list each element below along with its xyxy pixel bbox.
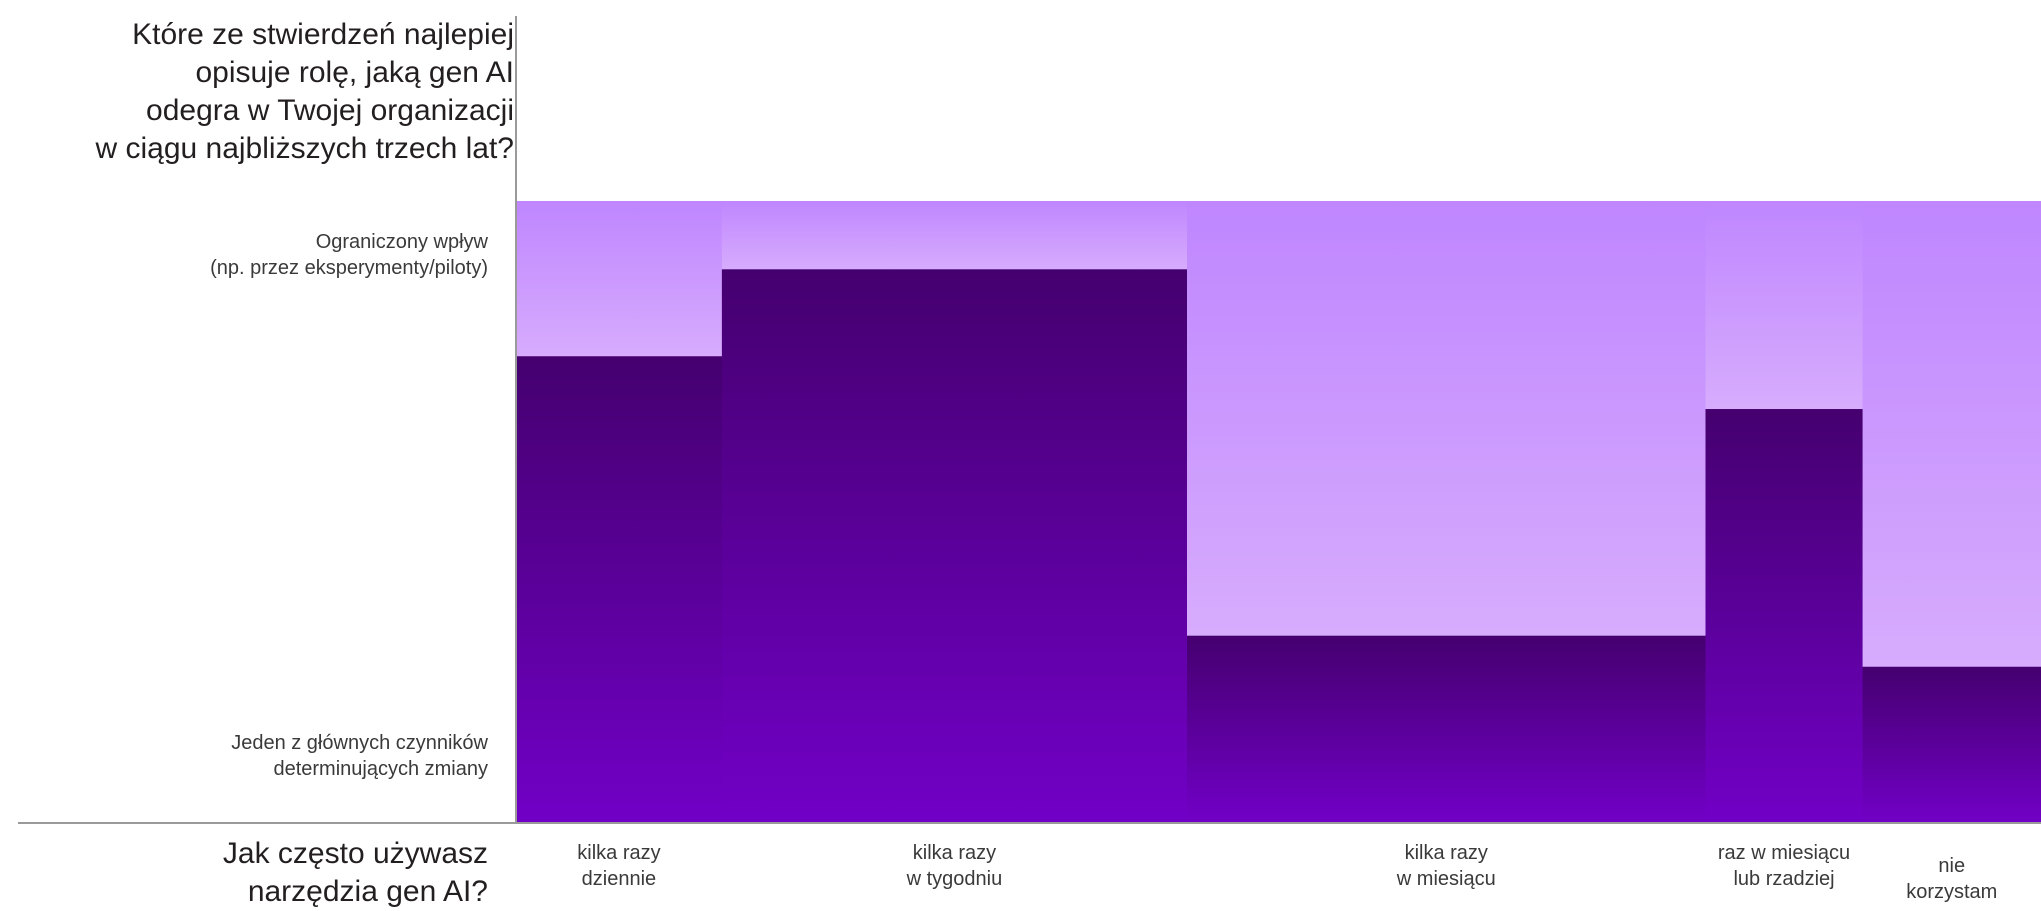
x-tick-label-3: raz w miesiącu lub rzadziej	[1717, 842, 1851, 890]
bar-major-driver-2	[1187, 635, 1706, 822]
mosaic-bars	[516, 201, 2041, 822]
x-tick-label-1: kilka razy w tygodniu	[906, 842, 1003, 890]
y-axis-title: Które ze stwierdzeń najlepiej opisuje ro…	[95, 18, 514, 165]
bar-major-driver-0	[516, 356, 723, 822]
y-category-label-limited: Ograniczony wpływ (np. przez eksperyment…	[210, 231, 488, 279]
bar-limited-impact-1	[721, 201, 1188, 270]
bar-limited-impact-0	[516, 201, 723, 357]
bar-major-driver-1	[721, 269, 1188, 822]
x-tick-label-0: kilka razy dziennie	[577, 842, 661, 890]
bar-limited-impact-3	[1705, 201, 1864, 410]
x-axis-title: Jak często używasz narzędzia gen AI?	[222, 837, 488, 908]
x-tick-label-4: nie korzystam	[1906, 855, 1998, 903]
bar-major-driver-4	[1862, 666, 2041, 822]
bar-limited-impact-2	[1187, 201, 1706, 637]
bar-major-driver-3	[1705, 409, 1864, 822]
x-tick-label-2: kilka razy w miesiącu	[1396, 842, 1496, 890]
bar-limited-impact-4	[1862, 201, 2041, 668]
y-category-label-major: Jeden z głównych czynników determinujący…	[231, 732, 488, 780]
